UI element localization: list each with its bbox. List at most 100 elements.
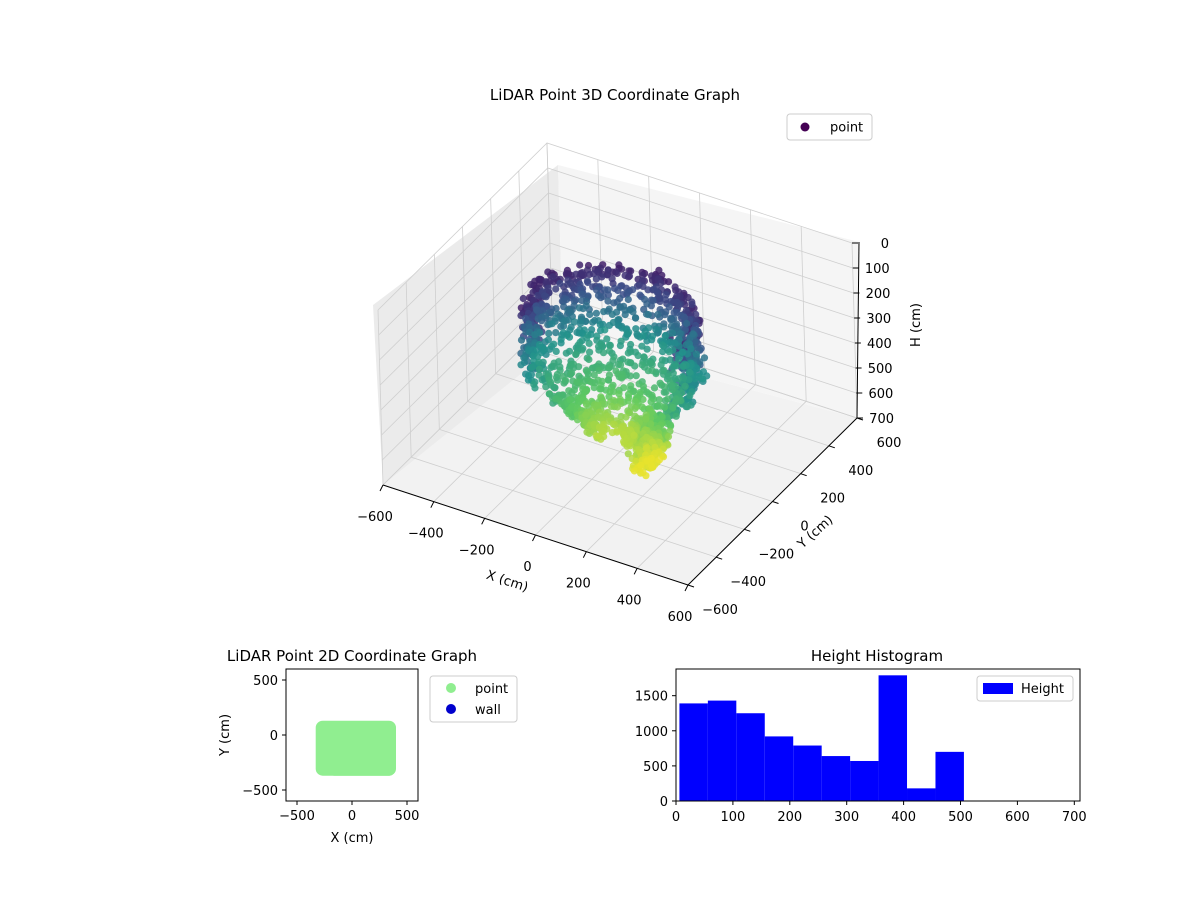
point-3d (524, 372, 533, 380)
point-3d (617, 361, 625, 369)
chart-2d-title: LiDAR Point 2D Coordinate Graph (227, 647, 477, 665)
point-region-2d-body (315, 720, 396, 776)
point-3d (669, 363, 677, 371)
point-region-2d-ext (330, 762, 394, 776)
point-3d (660, 366, 668, 374)
x2d-tick-label-2: 500 (395, 809, 420, 824)
point-3d (609, 420, 618, 428)
point-3d (599, 349, 608, 357)
point-3d (675, 375, 683, 383)
legend-3d: point (786, 113, 873, 141)
point-3d (657, 361, 665, 369)
legend-2d-label-wall: wall (475, 703, 501, 718)
point-3d (675, 355, 683, 363)
point-3d (575, 304, 584, 312)
point-3d (676, 330, 684, 338)
point-3d (688, 300, 696, 309)
z-axis-line (856, 241, 860, 419)
point-3d (614, 286, 622, 295)
point-3d (638, 342, 646, 350)
point-3d (647, 398, 655, 406)
x-tick-mark-4 (582, 551, 587, 558)
chart-2d: LiDAR Point 2D Coordinate Graph −500 0 500… (218, 647, 518, 846)
x-tick-label-5: 400 (617, 593, 642, 608)
point-3d (664, 395, 672, 403)
point-3d (664, 373, 673, 381)
point-3d (552, 329, 560, 337)
point-3d (585, 339, 593, 347)
point-3d (655, 456, 664, 464)
x-tick-mark-0 (379, 484, 384, 492)
point-3d (683, 319, 691, 328)
point-3d (627, 348, 635, 356)
point-3d (527, 281, 535, 289)
point-3d (528, 363, 536, 371)
point-3d (692, 350, 701, 358)
point-3d (632, 325, 640, 333)
point-3d (583, 428, 591, 436)
legend-hist: Height (976, 675, 1074, 702)
point-3d (608, 310, 616, 318)
x-tick-label-0: −600 (357, 510, 393, 525)
pane-left (373, 165, 563, 485)
point-3d (686, 392, 694, 400)
point-3d (638, 361, 646, 369)
histogram-bars (679, 675, 964, 801)
point-3d (661, 332, 669, 340)
point-region-2d (315, 720, 396, 776)
point-3d (596, 385, 604, 393)
point-3d (629, 308, 637, 316)
y-tick-label-1: −400 (730, 575, 766, 590)
legend-2d: point wall (429, 675, 518, 723)
point-3d (624, 426, 633, 435)
point-3d (644, 286, 652, 294)
point-3d (535, 358, 543, 366)
point-3d (653, 402, 662, 410)
point-3d (623, 330, 631, 338)
point-3d (559, 298, 568, 306)
point-3d (573, 378, 581, 386)
point-3d (667, 297, 675, 306)
point-3d (534, 353, 542, 361)
z-tick-label-1: 100 (865, 262, 890, 277)
point-3d (660, 342, 668, 350)
point-3d (549, 273, 557, 281)
x-tick-label-4: 200 (566, 577, 591, 592)
point-3d (556, 279, 564, 287)
point-3d (586, 348, 594, 356)
x-tick-mark-2 (481, 518, 486, 525)
x-tick-mark-6 (684, 584, 689, 592)
point-3d (552, 304, 560, 313)
point-3d (639, 469, 647, 477)
y-tick-mark-1 (716, 556, 723, 560)
point-3d (669, 329, 677, 337)
chart-histogram: Height Histogram 0 100 200 300 400 500 600 7000… (635, 647, 1087, 825)
point-3d (553, 370, 561, 379)
point-cloud-3d (517, 261, 711, 480)
xh-tick-label-4: 400 (891, 810, 916, 825)
point-3d (517, 336, 526, 344)
point-3d (672, 286, 680, 294)
point-3d (687, 345, 695, 353)
point-3d (631, 404, 639, 412)
z-tick-label-6: 600 (868, 387, 893, 402)
point-3d (699, 368, 708, 376)
x2d-tick-label-1: 0 (348, 809, 356, 824)
z-tick-label-0: 0 (881, 237, 889, 252)
point-3d (592, 275, 600, 283)
xh-tick-label-0: 0 (672, 810, 680, 825)
point-3d (648, 391, 656, 399)
point-3d (585, 355, 593, 364)
point-3d (575, 363, 583, 371)
point-3d (584, 278, 592, 287)
y2d-tick-label-0: −500 (242, 784, 278, 799)
point-3d (610, 397, 618, 405)
grid-line-z-4 (380, 242, 855, 411)
yh-tick-label-1: 500 (643, 760, 668, 775)
x-tick-label-3: 0 (523, 560, 531, 575)
z-tick-label-7: 700 (869, 412, 894, 427)
legend-3d-frame (786, 113, 873, 141)
x-tick-mark-5 (633, 568, 638, 575)
point-3d (586, 310, 594, 319)
